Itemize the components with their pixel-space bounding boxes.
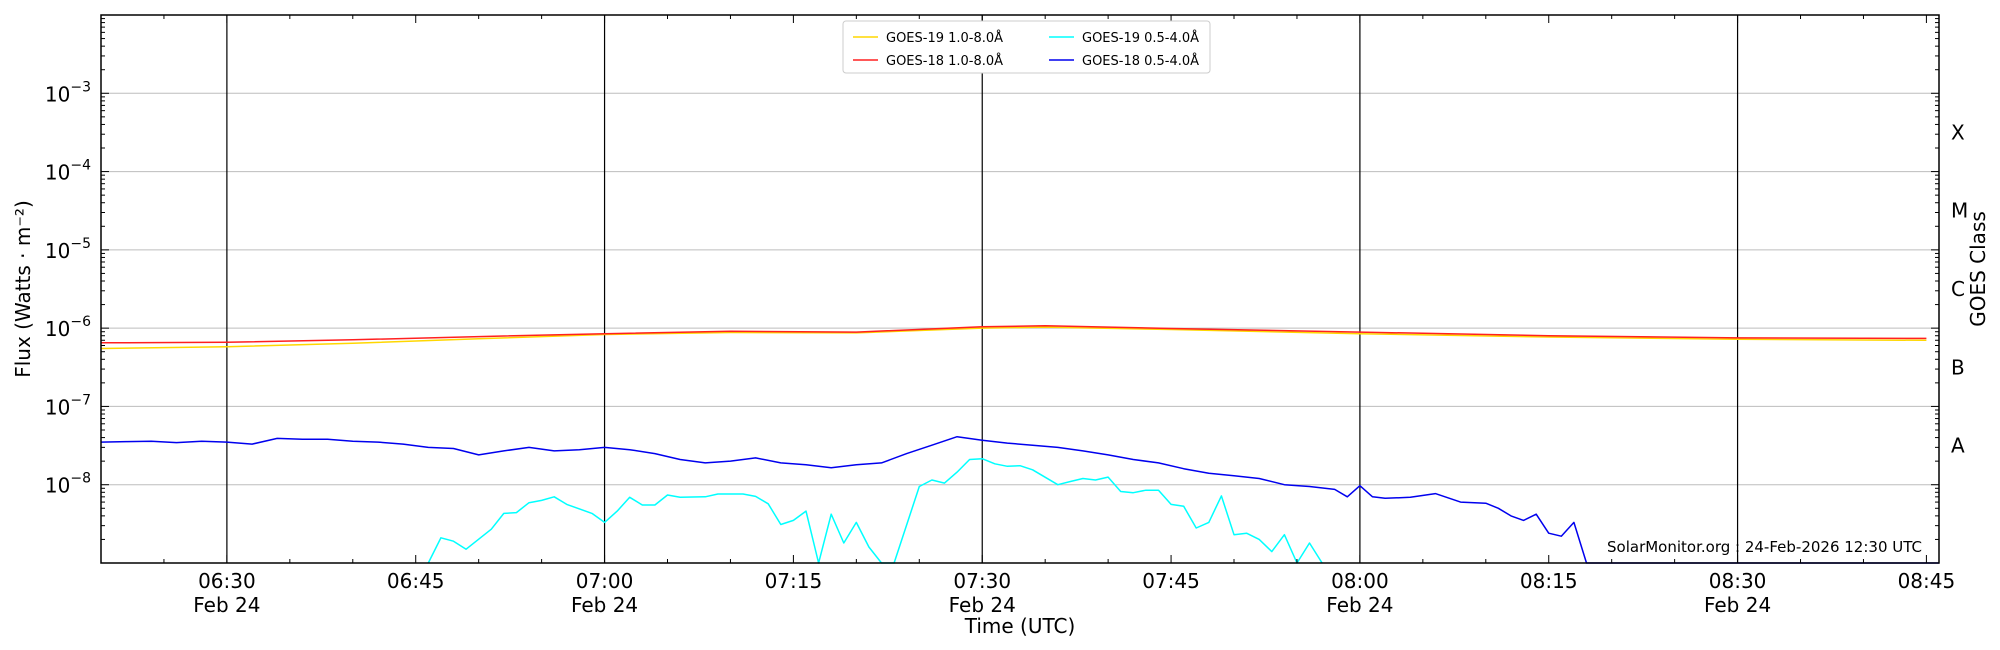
credit-annotation: SolarMonitor.org : 24-Feb-2026 12:30 UTC	[1607, 538, 1922, 556]
y-tick-label: 10−8	[45, 471, 91, 498]
tick-layer	[100, 14, 1939, 564]
y-tick-labels: 10−8 10−7 10−6 10−5 10−4 10−3	[45, 79, 91, 497]
x-tick-label: 06:45	[387, 569, 445, 593]
goes-class-label: X	[1951, 120, 1965, 144]
legend-label: GOES-19 1.0-8.0Å	[886, 30, 1003, 46]
x-tick-label: 08:45	[1898, 569, 1956, 593]
y-tick-label: 10−6	[45, 314, 91, 341]
series-line	[427, 457, 1323, 564]
x-axis-title: Time (UTC)	[964, 614, 1076, 638]
x-tick-date-label: Feb 24	[571, 593, 638, 617]
legend-box	[842, 20, 1211, 74]
x-tick-label: 07:30	[953, 569, 1011, 593]
goes-class-label: A	[1951, 434, 1965, 458]
x-tick-label: 07:15	[765, 569, 823, 593]
series-line	[100, 325, 1927, 344]
x-tick-label: 06:30	[198, 569, 256, 593]
time-reference-lines	[226, 15, 1739, 563]
x-tick-label: 07:45	[1142, 569, 1200, 593]
y-axis-title: Flux (Watts · m⁻²)	[11, 200, 35, 378]
x-tick-date-label: Feb 24	[193, 593, 260, 617]
goes-class-label: M	[1951, 199, 1968, 223]
legend: GOES-19 1.0-8.0Å GOES-19 0.5-4.0Å GOES-18 …	[842, 20, 1211, 74]
x-tick-label: 08:30	[1709, 569, 1767, 593]
x-tick-label: 07:00	[576, 569, 634, 593]
legend-label: GOES-18 0.5-4.0Å	[1082, 53, 1199, 69]
x-tick-date-label: Feb 24	[1326, 593, 1393, 617]
legend-label: GOES-19 0.5-4.0Å	[1082, 30, 1199, 46]
legend-label: GOES-18 1.0-8.0Å	[886, 53, 1003, 69]
series-layer	[100, 325, 1939, 564]
goes-class-axis-title: GOES Class	[1966, 211, 1990, 327]
goes-class-labels: A B C M X	[1951, 120, 1968, 457]
x-tick-date-label: Feb 24	[949, 593, 1016, 617]
grid-layer	[101, 92, 1939, 486]
y-tick-label: 10−3	[45, 79, 91, 106]
series-line	[100, 326, 1927, 350]
goes-class-label: C	[1951, 277, 1965, 301]
y-tick-label: 10−5	[45, 236, 91, 263]
x-tick-date-label: Feb 24	[1704, 593, 1771, 617]
x-tick-label: 08:15	[1520, 569, 1578, 593]
plot-frame	[100, 14, 1940, 564]
series-line	[100, 435, 1939, 564]
y-tick-label: 10−7	[45, 392, 91, 419]
x-tick-label: 08:00	[1331, 569, 1389, 593]
goes-class-label: B	[1951, 355, 1965, 379]
y-tick-label: 10−4	[45, 158, 91, 185]
